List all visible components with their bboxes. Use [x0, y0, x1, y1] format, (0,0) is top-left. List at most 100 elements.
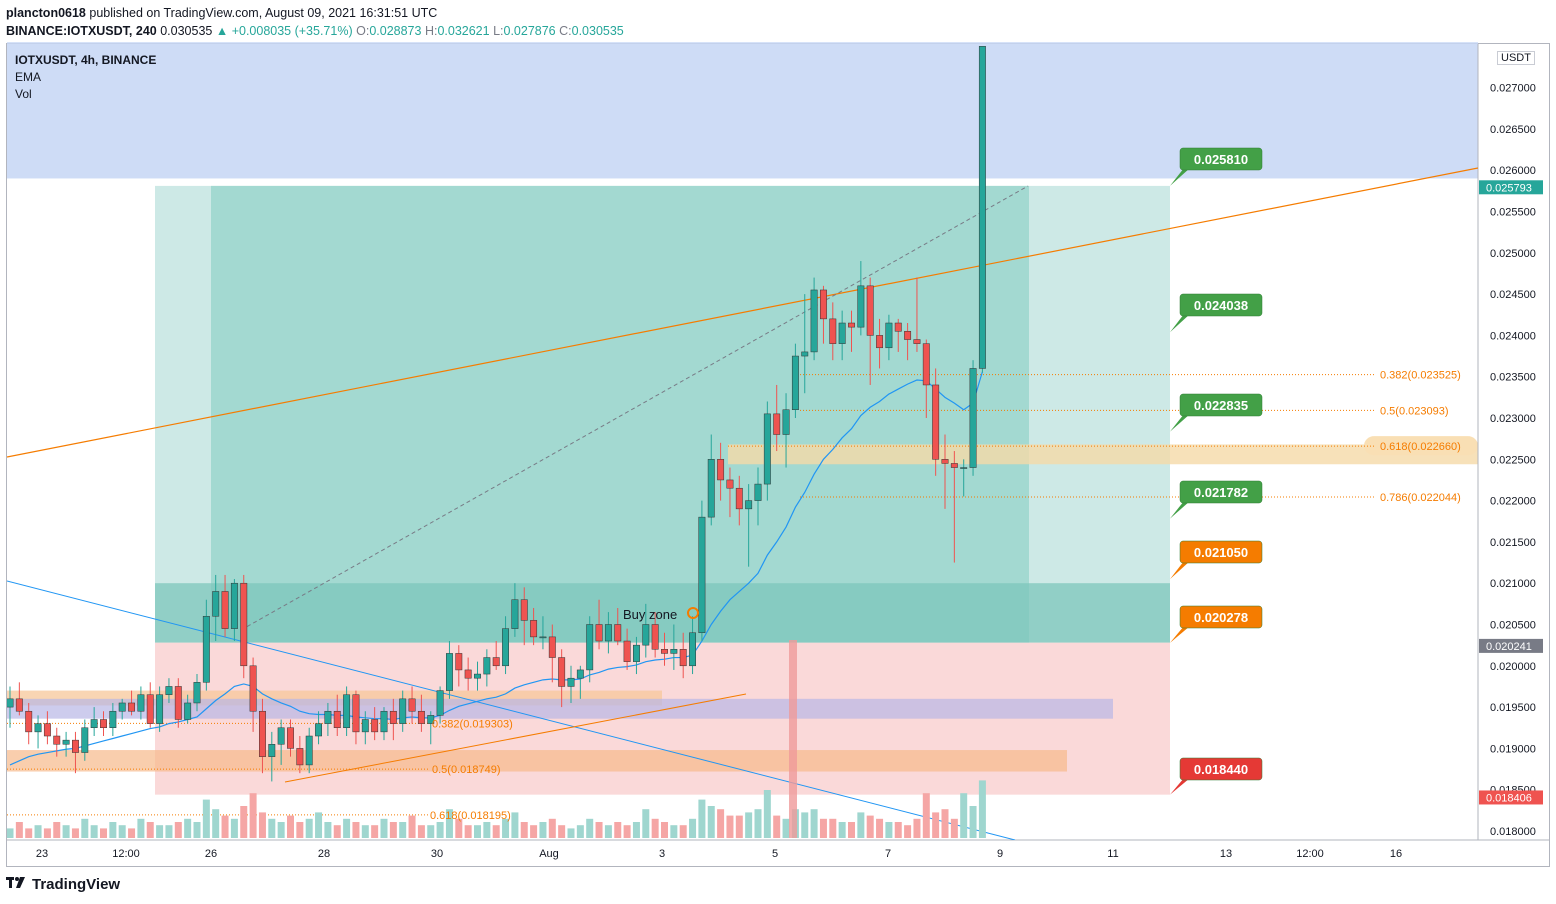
volume-bar [632, 822, 640, 838]
volume-bar [689, 818, 697, 838]
volume-bar [25, 828, 33, 838]
volume-bar [707, 806, 715, 838]
candle-body [885, 322, 893, 349]
volume-bar [258, 812, 266, 838]
time-axis-tick: 30 [431, 848, 443, 860]
target-label-box[interactable] [1179, 605, 1263, 629]
volume-bar [558, 825, 566, 838]
legend-ema[interactable]: EMA [15, 70, 42, 84]
price-marker[interactable] [1479, 180, 1543, 195]
candle-body [941, 459, 949, 464]
volume-bar [296, 822, 304, 838]
fib-618-zone [728, 444, 1478, 465]
volume-bar [240, 806, 248, 838]
target-label-box[interactable] [1179, 393, 1263, 417]
volume-bar [735, 815, 743, 838]
buy-zone-box [155, 583, 1170, 643]
target-label: 0.022835 [1194, 398, 1248, 413]
target-label-box[interactable] [1179, 147, 1263, 171]
price-marker[interactable] [1479, 790, 1543, 805]
candle-body [661, 649, 668, 654]
price-axis-tick: 0.022500 [1490, 454, 1536, 466]
volume-bar [717, 809, 725, 838]
currency-label[interactable]: USDT [1497, 51, 1535, 65]
candle-body [492, 657, 500, 667]
price-axis-tick: 0.025000 [1490, 248, 1536, 260]
candle-body [838, 322, 846, 344]
volume-bar [576, 825, 584, 838]
candle-body [810, 289, 818, 353]
candle-body [165, 686, 173, 695]
target-pointer [1170, 414, 1190, 432]
candle-body [408, 698, 416, 712]
time-axis-tick: Aug [539, 848, 559, 860]
candle-body [474, 673, 481, 679]
volume-bar [165, 825, 173, 838]
candle-body [623, 640, 631, 662]
volume-bar [109, 822, 117, 838]
target-label-box[interactable] [1179, 757, 1263, 781]
volume-bar [819, 818, 827, 838]
candle-body [679, 649, 687, 667]
volume-bar [184, 818, 192, 838]
legend-symbol[interactable]: IOTXUSDT, 4h, BINANCE [15, 53, 157, 67]
target-label-box[interactable] [1179, 480, 1263, 504]
time-axis-tick: 28 [318, 848, 330, 860]
volume-bar [53, 822, 61, 838]
price-axis-tick: 0.021500 [1490, 537, 1536, 549]
legend-volume[interactable]: Vol [15, 87, 32, 101]
last-price: 0.030535 [160, 24, 213, 38]
volume-bar [922, 793, 930, 838]
price-marker[interactable] [1479, 638, 1543, 653]
target-label-box[interactable] [1179, 293, 1263, 317]
close-value: 0.030535 [571, 24, 624, 38]
high-value: 0.032621 [437, 24, 490, 38]
candle-body [913, 339, 921, 344]
candle-body [651, 624, 659, 650]
candle-body [978, 46, 986, 369]
volume-bar [642, 809, 650, 838]
volume-bar [969, 806, 977, 838]
candle-body [287, 727, 294, 749]
candle-body [539, 636, 547, 639]
publisher-line: plancton0618 published on TradingView.co… [6, 4, 624, 22]
volume-bar [614, 822, 622, 838]
target-pointer [1170, 626, 1190, 643]
plot-area [7, 46, 1478, 840]
candle-body [146, 694, 154, 724]
candle-body [174, 686, 182, 720]
candle-body [502, 628, 510, 667]
candle-body [904, 331, 912, 340]
price-axis-tick: 0.025500 [1490, 207, 1536, 219]
author-name[interactable]: plancton0618 [6, 6, 86, 20]
tradingview-logo[interactable]: TradingView [6, 876, 120, 893]
volume-bar [399, 822, 407, 838]
volume-bar [427, 825, 435, 838]
volume-bar [885, 822, 893, 838]
volume-bar [193, 822, 201, 838]
volume-bar [268, 818, 276, 838]
candle-body [389, 710, 397, 724]
price-axis-tick: 0.026000 [1490, 165, 1536, 177]
candle-body [240, 582, 248, 667]
candle-body [576, 669, 584, 679]
low-label: L: [493, 24, 504, 38]
candle-body [548, 636, 556, 658]
volume-bar [389, 822, 397, 838]
fib-level-label: 0.618(0.022660) [1380, 441, 1461, 453]
volume-bar [913, 818, 921, 838]
target-label-box[interactable] [1179, 540, 1263, 564]
low-value: 0.027876 [503, 24, 556, 38]
candle-body [960, 467, 968, 469]
volume-bar [670, 825, 678, 838]
candle-body [202, 615, 210, 683]
candle-body [857, 285, 865, 328]
candle-body [34, 723, 42, 733]
time-axis-tick: 12:00 [1296, 848, 1324, 860]
published-info: published on TradingView.com, August 09,… [89, 6, 438, 20]
candle-body [25, 710, 33, 733]
price-axis-tick: 0.024500 [1490, 289, 1536, 301]
volume-bar [950, 818, 958, 838]
volume-bar [763, 790, 771, 838]
